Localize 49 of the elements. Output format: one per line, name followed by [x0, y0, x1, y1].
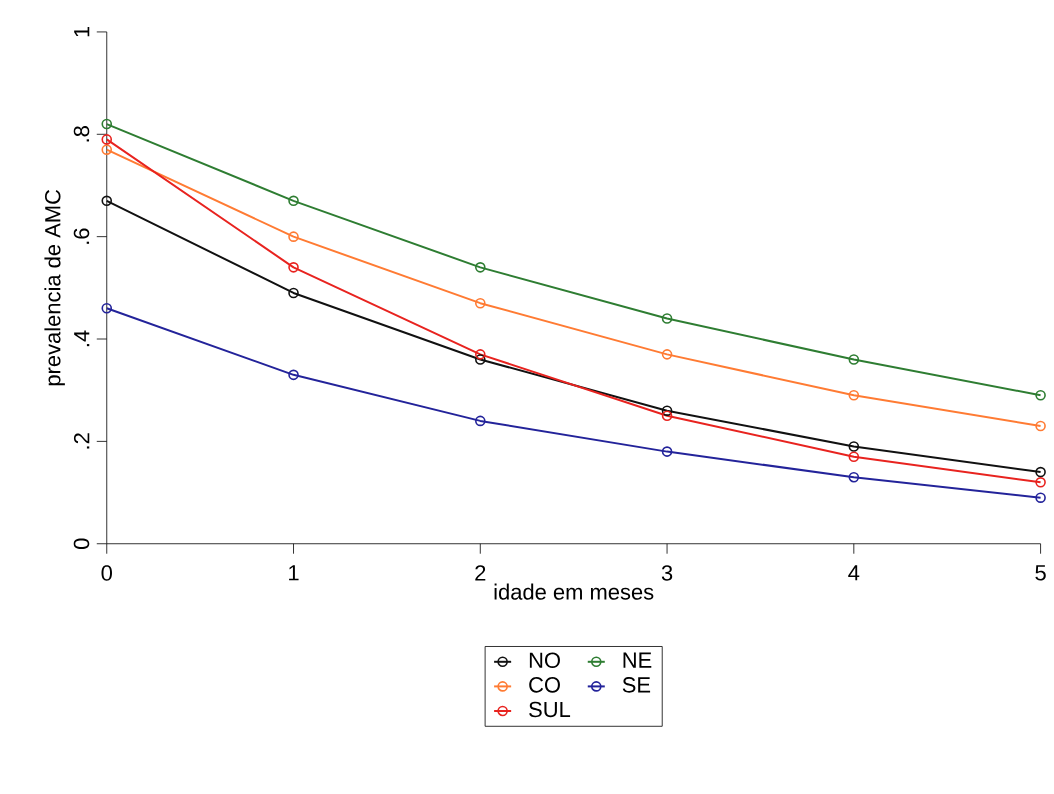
x-tick-label: 4: [848, 565, 860, 581]
y-tick-label: 1: [74, 26, 90, 37]
x-tick-label: 0: [101, 565, 112, 581]
point: [661, 405, 673, 416]
y-tick-label: .2: [73, 433, 90, 449]
y-tick-label: .8: [73, 126, 90, 142]
point: [101, 144, 113, 155]
point: [1035, 466, 1046, 478]
point: [475, 354, 486, 365]
point: [1035, 492, 1046, 503]
point: [1035, 420, 1046, 432]
x-axis-title: idade em meses: [494, 583, 654, 600]
legend-label: CO: [529, 677, 560, 693]
legend-label: NE: [623, 652, 652, 668]
point: [288, 195, 299, 207]
y-tick-label: .4: [74, 330, 90, 347]
point: [661, 313, 673, 324]
point: [848, 471, 860, 483]
legend-label: NO: [529, 652, 560, 668]
point: [661, 349, 673, 360]
point: [1035, 476, 1046, 488]
point: [101, 134, 113, 145]
point: [661, 410, 673, 421]
point: [475, 261, 486, 273]
legend-label: SUL: [529, 701, 571, 718]
point: [288, 261, 299, 273]
point: [661, 446, 673, 457]
x-tick-label: 1: [289, 565, 299, 581]
point: [101, 302, 113, 314]
point: [288, 287, 299, 299]
legend-label: SE: [622, 677, 651, 693]
point: [1035, 389, 1046, 401]
point: [848, 354, 860, 365]
point: [101, 118, 113, 130]
point: [848, 441, 860, 452]
point: [848, 451, 860, 462]
y-tick-label: .6: [73, 228, 90, 244]
point: [101, 195, 113, 207]
y-axis-title: prevalencia de AMC: [44, 189, 65, 386]
point: [475, 415, 486, 427]
x-tick-label: 2: [475, 565, 486, 581]
point: [288, 369, 299, 381]
y-tick-label: 0: [73, 538, 90, 549]
x-tick-label: 3: [661, 565, 673, 581]
point: [288, 231, 299, 242]
point: [848, 389, 860, 401]
point: [475, 349, 486, 360]
point: [475, 297, 486, 309]
x-tick-label: 5: [1035, 565, 1046, 581]
